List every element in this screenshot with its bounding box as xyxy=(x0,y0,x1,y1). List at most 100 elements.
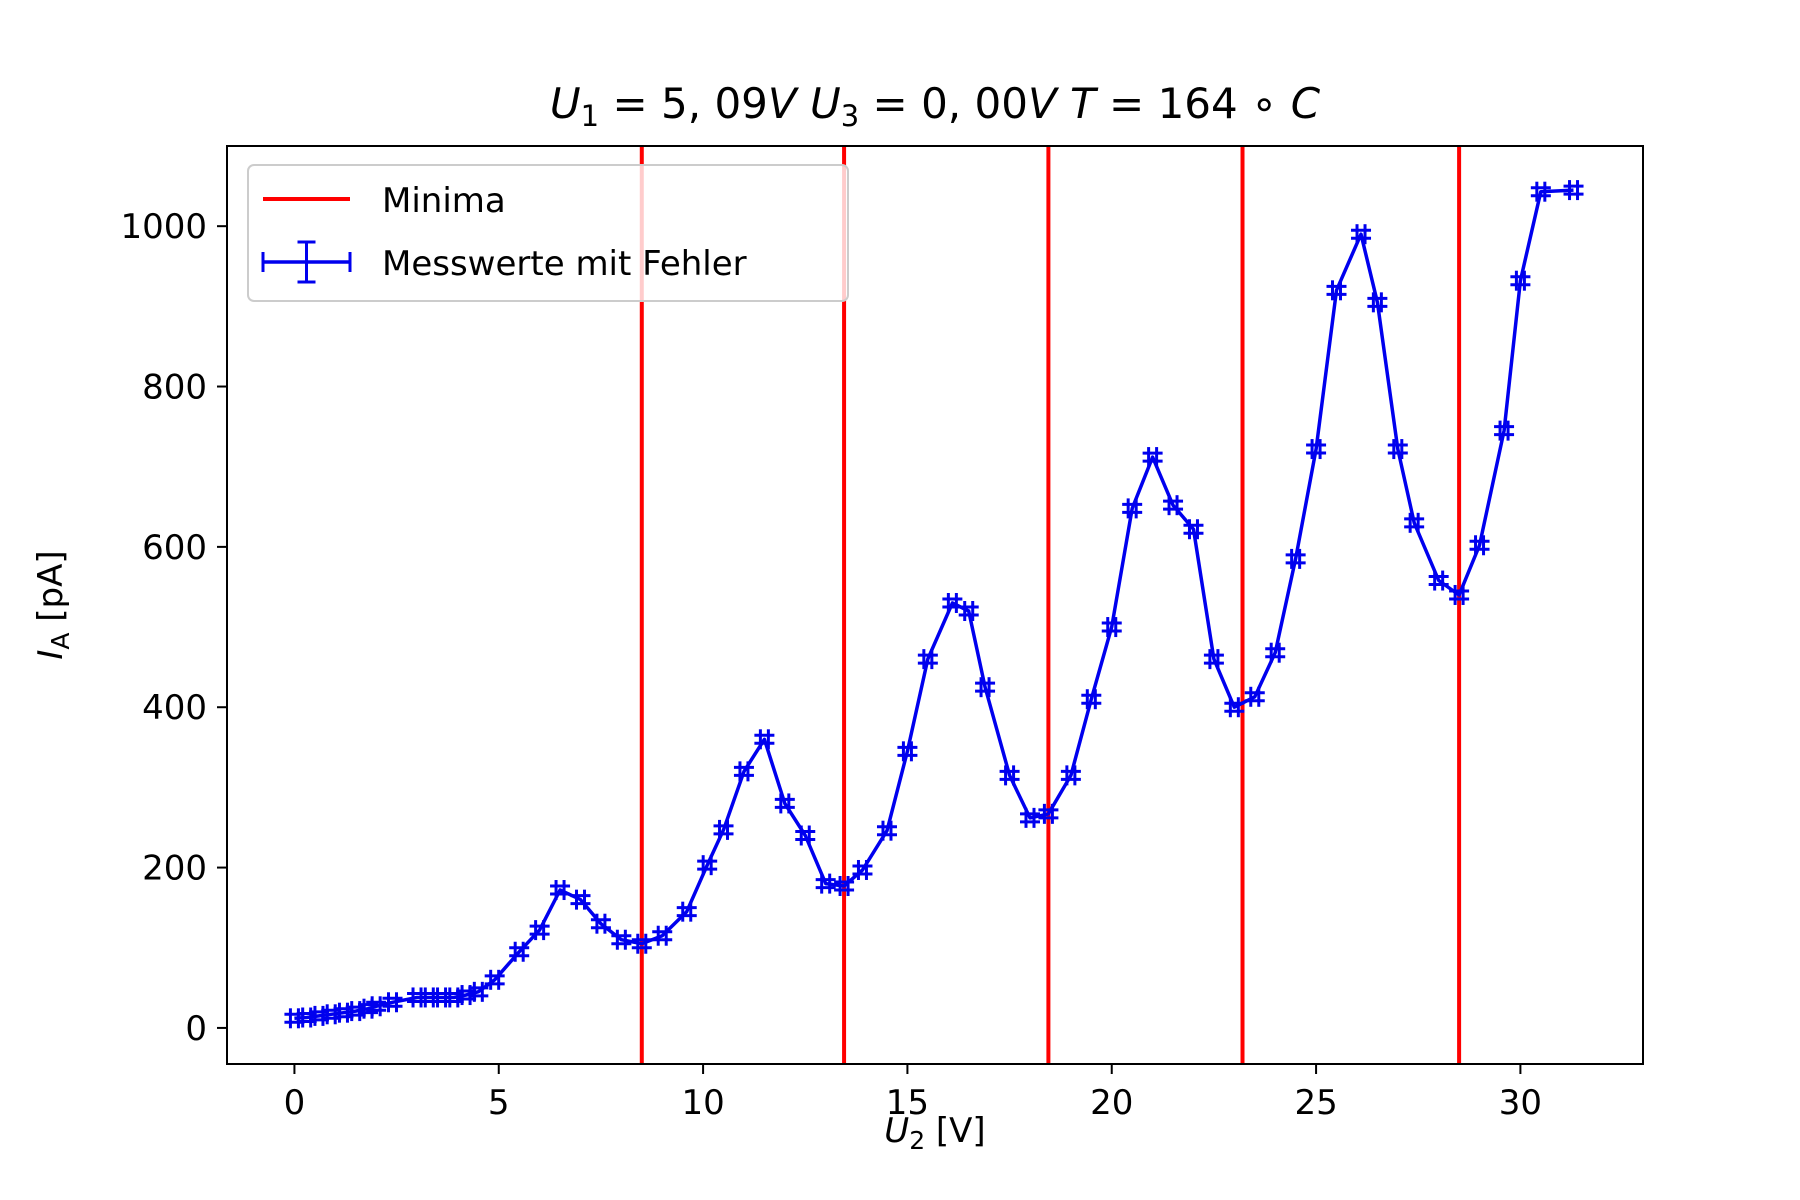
data-point xyxy=(509,941,530,962)
data-point xyxy=(570,889,591,910)
data-point xyxy=(321,1004,342,1025)
data-point xyxy=(550,880,571,901)
y-tick-label: 1000 xyxy=(120,207,207,247)
data-point xyxy=(1265,642,1286,663)
data-point xyxy=(652,925,673,946)
data-point xyxy=(774,793,795,814)
data-point xyxy=(382,992,403,1013)
data-point xyxy=(590,913,611,934)
data-point xyxy=(1060,765,1081,786)
data-point xyxy=(1224,697,1245,718)
y-title-symbol: I xyxy=(31,650,71,660)
title-part-8: T xyxy=(1057,79,1099,128)
title-part-10: C xyxy=(1291,79,1321,128)
y-title-unit: [pA] xyxy=(31,550,71,632)
title-part-2: = 5, 09 xyxy=(599,79,768,128)
data-point xyxy=(1183,519,1204,540)
data-point xyxy=(468,981,489,1002)
x-title-symbol: U xyxy=(884,1111,909,1151)
data-point xyxy=(1469,535,1490,556)
legend-series-label: Messwerte mit Fehler xyxy=(382,244,747,284)
data-point xyxy=(456,985,477,1006)
data-point xyxy=(1428,570,1449,591)
data-point xyxy=(1404,512,1425,533)
data-point xyxy=(1367,292,1388,313)
y-tick-label: 0 xyxy=(185,1009,207,1049)
data-point xyxy=(713,819,734,840)
title-part-9: = 164 ∘ xyxy=(1096,79,1291,128)
series-line xyxy=(294,188,1574,1021)
data-point xyxy=(1244,686,1265,707)
x-tick-label: 20 xyxy=(1090,1083,1133,1123)
data-point xyxy=(1122,498,1143,519)
legend-minima-label: Minima xyxy=(382,181,506,221)
data-point xyxy=(366,996,387,1017)
x-axis-title: U2 [V] xyxy=(884,1111,985,1155)
data-point xyxy=(1510,270,1531,291)
data-point xyxy=(733,761,754,782)
data-point xyxy=(1081,689,1102,710)
data-point xyxy=(529,920,550,941)
x-title-subscript: 2 xyxy=(909,1126,925,1155)
y-tick-label: 600 xyxy=(142,528,207,568)
data-point xyxy=(1020,807,1041,828)
data-point xyxy=(1285,548,1306,569)
y-title-subscript: A xyxy=(46,633,75,650)
data-point xyxy=(697,855,718,876)
data-point xyxy=(1142,447,1163,468)
plot-area-frame xyxy=(226,145,1644,1065)
data-point xyxy=(296,1007,317,1028)
title-part-1: 1 xyxy=(581,99,599,133)
data-point xyxy=(1530,181,1551,202)
x-tick-label: 25 xyxy=(1294,1083,1337,1123)
data-point xyxy=(876,820,897,841)
data-point xyxy=(754,729,775,750)
data-point xyxy=(917,649,938,670)
x-tick-label: 5 xyxy=(488,1083,510,1123)
y-tick-label: 400 xyxy=(142,688,207,728)
x-tick-label: 10 xyxy=(681,1083,724,1123)
data-point xyxy=(795,825,816,846)
title-part-4: U xyxy=(797,79,841,128)
data-series xyxy=(284,180,1584,1029)
x-title-unit: [V] xyxy=(925,1111,986,1151)
data-point xyxy=(611,929,632,950)
data-point xyxy=(852,859,873,880)
data-point xyxy=(1387,439,1408,460)
chart-title: U1 = 5, 09V U3 = 0, 00V T = 164 ∘ C xyxy=(550,79,1321,133)
y-axis: 0 200 400 600 800 1000 xyxy=(120,207,227,1049)
data-point xyxy=(1163,495,1184,516)
y-tick-label: 200 xyxy=(142,849,207,889)
x-tick-label: 0 xyxy=(284,1083,306,1123)
title-part-0: U xyxy=(550,79,581,128)
y-tick-label: 800 xyxy=(142,368,207,408)
legend-box xyxy=(247,164,849,302)
data-point xyxy=(958,601,979,622)
data-point xyxy=(999,765,1020,786)
data-point xyxy=(1203,649,1224,670)
data-point xyxy=(1563,180,1584,201)
data-point xyxy=(631,933,652,954)
y-axis-title: IA [pA] xyxy=(31,550,75,659)
title-part-6: = 0, 00 xyxy=(859,79,1028,128)
data-point xyxy=(676,901,697,922)
data-point xyxy=(1306,439,1327,460)
data-point xyxy=(975,677,996,698)
data-point xyxy=(1351,224,1372,245)
data-point xyxy=(815,873,836,894)
x-tick-label: 15 xyxy=(886,1083,929,1123)
legend: Minima Messwerte mit Fehler xyxy=(247,164,849,302)
x-tick-label: 30 xyxy=(1499,1083,1542,1123)
data-point xyxy=(897,741,918,762)
title-part-3: V xyxy=(768,79,800,128)
x-axis: 0 5 10 15 20 25 30 xyxy=(284,1064,1542,1123)
data-point xyxy=(834,876,855,897)
data-point xyxy=(484,969,505,990)
title-part-7: V xyxy=(1028,79,1060,128)
data-point xyxy=(1326,280,1347,301)
data-point xyxy=(1494,420,1515,441)
data-point xyxy=(1449,584,1470,605)
title-part-5: 3 xyxy=(841,99,859,133)
data-point xyxy=(1101,617,1122,638)
